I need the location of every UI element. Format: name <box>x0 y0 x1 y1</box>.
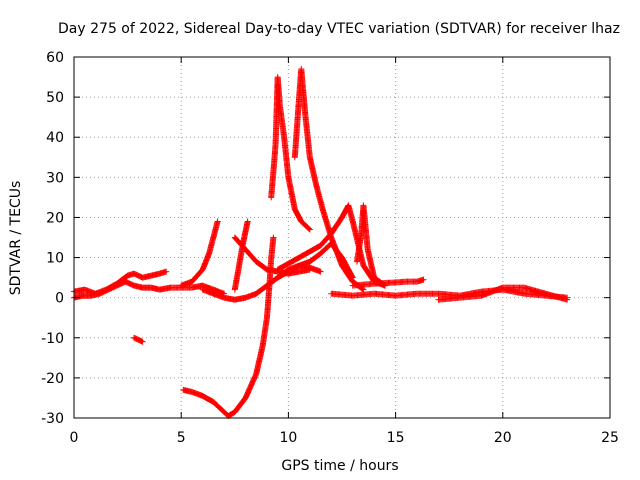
x-tick-label: 5 <box>177 430 186 446</box>
x-tick-label: 25 <box>601 430 619 446</box>
series-dip-to-minus-30 <box>180 234 277 419</box>
y-tick-label: 30 <box>46 170 64 186</box>
data-point-markers <box>178 218 221 289</box>
y-tick-label: 40 <box>46 130 64 146</box>
y-tick-label: 50 <box>46 90 64 106</box>
x-axis-label: GPS time / hours <box>281 458 398 474</box>
data-marks <box>71 66 571 419</box>
plot-frame <box>73 56 611 419</box>
x-tick-label: 15 <box>387 430 405 446</box>
y-tick-label: -30 <box>41 411 64 427</box>
data-point-markers <box>274 240 356 281</box>
series-spike-10.5h <box>291 66 367 293</box>
chart-title: Day 275 of 2022, Sidereal Day-to-day VTE… <box>58 21 620 37</box>
y-tick-label: 10 <box>46 251 64 267</box>
series-arc-8h-peak <box>231 218 251 293</box>
data-point-markers <box>349 276 427 289</box>
series-arc-rise-to-7h <box>178 218 221 289</box>
data-point-markers <box>180 234 277 419</box>
data-point-markers <box>435 284 571 303</box>
series-spike-13.5h <box>354 202 388 289</box>
series-baseline-late-lower <box>435 284 571 303</box>
x-tick-label: 0 <box>70 430 79 446</box>
series-baseline-late-upper <box>349 276 427 289</box>
data-point-markers <box>131 334 146 345</box>
y-tick-label: 60 <box>46 50 64 66</box>
series-arc-12h <box>274 240 356 281</box>
series-arc-13h <box>274 202 388 289</box>
y-tick-label: 0 <box>55 291 64 307</box>
data-point-markers <box>268 74 313 233</box>
series-isolated-neg-10 <box>131 334 146 345</box>
y-axis-label: SDTVAR / TECUs <box>8 181 24 296</box>
x-tick-label: 10 <box>279 430 297 446</box>
data-point-markers <box>291 66 367 293</box>
data-point-markers <box>231 218 251 293</box>
axis-ticks: 0 5 10 15 20 25 -30 -20 -10 0 10 20 30 40 50 60 <box>41 50 619 446</box>
series-spike-9.5h <box>268 74 313 233</box>
y-tick-label: -20 <box>41 371 64 387</box>
y-tick-label: -10 <box>41 331 64 347</box>
grid <box>74 57 610 418</box>
data-point-markers <box>274 202 388 289</box>
x-tick-label: 20 <box>494 430 512 446</box>
data-point-markers <box>354 202 388 289</box>
y-tick-label: 20 <box>46 210 64 226</box>
